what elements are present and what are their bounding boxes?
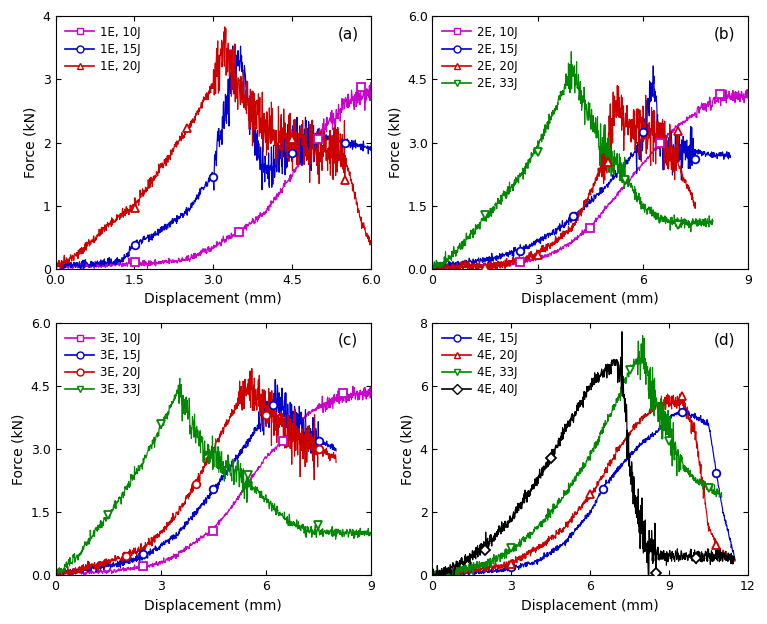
- Legend: 1E, 10J, 1E, 15J, 1E, 20J: 1E, 10J, 1E, 15J, 1E, 20J: [61, 22, 144, 76]
- Y-axis label: Force (kN): Force (kN): [23, 107, 37, 178]
- Legend: 4E, 15J, 4E, 20J, 4E, 33J, 4E, 40J: 4E, 15J, 4E, 20J, 4E, 33J, 4E, 40J: [438, 328, 522, 400]
- Text: (a): (a): [337, 26, 358, 41]
- X-axis label: Displacement (mm): Displacement (mm): [144, 599, 282, 613]
- Legend: 3E, 10J, 3E, 15J, 3E, 20J, 3E, 33J: 3E, 10J, 3E, 15J, 3E, 20J, 3E, 33J: [61, 328, 144, 400]
- Legend: 2E, 10J, 2E, 15J, 2E, 20J, 2E, 33J: 2E, 10J, 2E, 15J, 2E, 20J, 2E, 33J: [438, 22, 522, 94]
- X-axis label: Displacement (mm): Displacement (mm): [522, 599, 659, 613]
- X-axis label: Displacement (mm): Displacement (mm): [144, 293, 282, 306]
- Text: (b): (b): [714, 26, 736, 41]
- Text: (c): (c): [338, 333, 358, 348]
- Y-axis label: Force (kN): Force (kN): [400, 413, 414, 485]
- X-axis label: Displacement (mm): Displacement (mm): [522, 293, 659, 306]
- Y-axis label: Force (kN): Force (kN): [388, 107, 402, 178]
- Text: (d): (d): [714, 333, 736, 348]
- Y-axis label: Force (kN): Force (kN): [11, 413, 25, 485]
